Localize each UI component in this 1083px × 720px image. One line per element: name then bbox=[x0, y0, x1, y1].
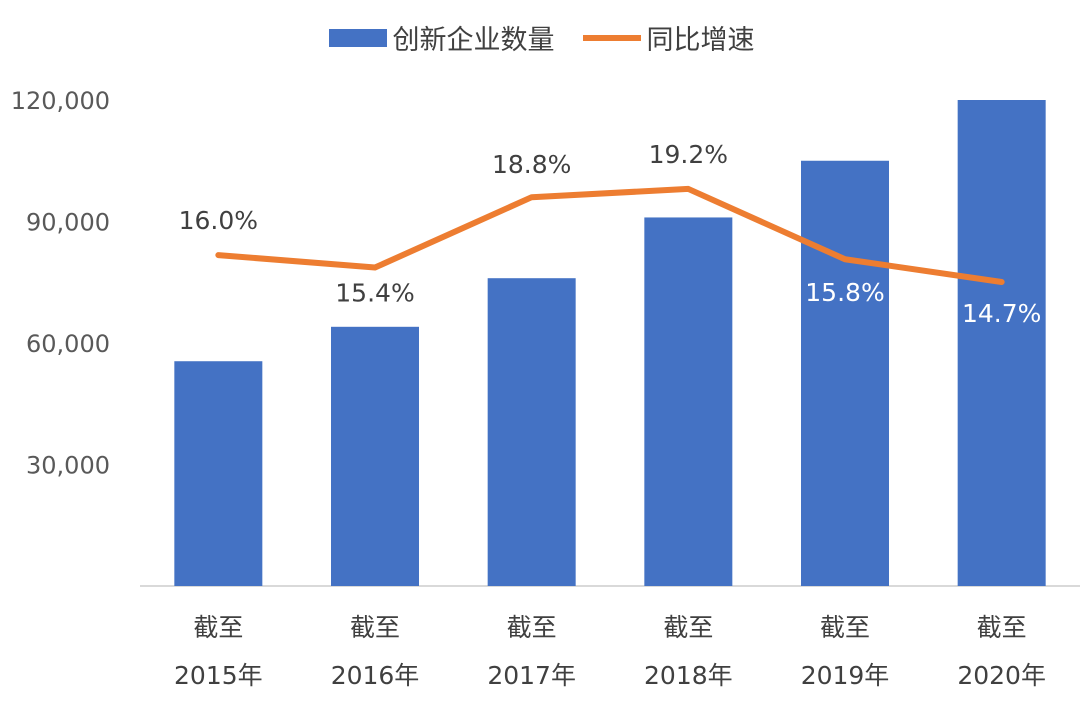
bar bbox=[331, 326, 419, 586]
x-tick-label-year: 2015年 bbox=[174, 661, 263, 690]
x-tick-label-year: 2019年 bbox=[801, 661, 890, 690]
line-data-label: 19.2% bbox=[649, 140, 728, 169]
x-tick-label-year: 2016年 bbox=[331, 661, 420, 690]
x-tick-label-year: 2018年 bbox=[644, 661, 733, 690]
x-tick-label: 截至 bbox=[663, 613, 713, 642]
y-tick-label: 90,000 bbox=[26, 209, 110, 237]
legend-swatch-bar bbox=[328, 28, 387, 47]
bar bbox=[957, 100, 1046, 586]
bar bbox=[174, 361, 263, 586]
y-tick-label: 120,000 bbox=[11, 87, 110, 115]
legend-swatch-line bbox=[582, 34, 641, 41]
y-tick-label: 60,000 bbox=[26, 330, 110, 358]
legend: 创新企业数量 同比增速 bbox=[0, 18, 1083, 57]
line-data-label: 15.4% bbox=[335, 279, 414, 308]
x-tick-label: 截至 bbox=[820, 613, 870, 642]
bar bbox=[644, 217, 733, 586]
x-tick-label: 截至 bbox=[507, 613, 557, 642]
x-tick-label-year: 2017年 bbox=[487, 661, 576, 690]
bar bbox=[487, 278, 576, 586]
bar bbox=[801, 160, 889, 586]
x-tick-label: 截至 bbox=[977, 613, 1027, 642]
x-tick-label: 截至 bbox=[193, 613, 243, 642]
legend-item-line: 同比增速 bbox=[582, 18, 755, 57]
y-tick-label: 30,000 bbox=[26, 452, 110, 480]
legend-label-bar: 创新企业数量 bbox=[392, 25, 555, 56]
legend-item-bar: 创新企业数量 bbox=[328, 18, 555, 57]
line-data-label: 18.8% bbox=[492, 150, 571, 179]
line-data-label: 15.8% bbox=[805, 278, 884, 307]
x-tick-label: 截至 bbox=[350, 613, 400, 642]
growth-line bbox=[215, 185, 1005, 285]
legend-label-line: 同比增速 bbox=[646, 25, 755, 56]
x-tick-label-year: 2020年 bbox=[957, 661, 1046, 690]
line-data-label: 14.7% bbox=[962, 299, 1041, 328]
line-data-label: 16.0% bbox=[179, 206, 258, 235]
